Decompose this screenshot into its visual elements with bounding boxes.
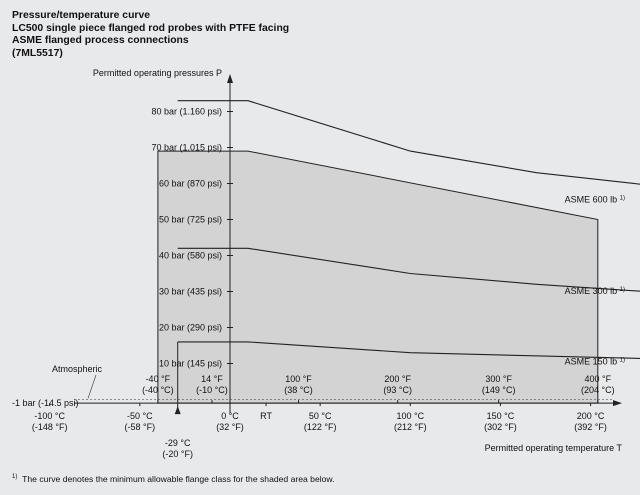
- series-name: ASME 600 lb: [565, 194, 620, 204]
- series-line: [177, 247, 640, 292]
- x-tick-f-sublabel: (-40 °C): [142, 385, 174, 395]
- x-tick-f-sublabel: (-10 °C): [196, 385, 228, 395]
- x-tick-f-label: -40 °F: [146, 374, 171, 384]
- series-footnote-mark: 1): [620, 357, 625, 363]
- x-tick-sublabel: (392 °F): [574, 422, 607, 432]
- chart-title: Pressure/temperature curve LC500 single …: [12, 10, 289, 60]
- series-name: ASME 150 lb: [565, 356, 620, 366]
- rt-label: RT: [260, 411, 272, 421]
- series-name: ASME 300 lb: [565, 286, 620, 296]
- series-footnote-mark: 1): [620, 287, 625, 293]
- min-temp-label: -29 °C: [165, 438, 191, 448]
- x-tick-label: 200 °C: [577, 411, 605, 421]
- x-tick-sublabel: (122 °F): [304, 422, 337, 432]
- title-line: ASME flanged process connections: [12, 35, 189, 46]
- x-tick-label: 0 °C: [221, 411, 239, 421]
- title-line: (7ML5517): [12, 47, 63, 59]
- y-tick-label: 10 bar (145 psi): [159, 359, 222, 369]
- x-tick-sublabel: (-58 °F): [125, 422, 156, 432]
- series-footnote-mark: 1): [620, 195, 625, 201]
- x-tick-sublabel: (32 °F): [216, 422, 244, 432]
- title-line: LC500 single piece flanged rod probes wi…: [12, 22, 290, 34]
- series-label: ASME 300 lb 1): [565, 286, 625, 296]
- footnote: 1) The curve denotes the minimum allowab…: [12, 474, 335, 484]
- series-line: [177, 341, 640, 359]
- y-axis-arrow: [227, 74, 233, 83]
- x-tick-f-label: 400 °F: [584, 374, 611, 384]
- x-tick-f-sublabel: (204 °C): [581, 385, 615, 395]
- title-line: Pressure/temperature curve: [12, 10, 151, 21]
- series-line: [177, 100, 640, 185]
- x-tick-sublabel: (-148 °F): [32, 422, 68, 432]
- y-tick-label: 20 bar (290 psi): [159, 323, 222, 333]
- x-tick-label: -100 °C: [34, 411, 65, 421]
- x-tick-label: 100 °C: [396, 411, 424, 421]
- x-tick-f-label: 300 °F: [485, 374, 512, 384]
- y-tick-label: 50 bar (725 psi): [159, 215, 222, 225]
- y-tick-label: 30 bar (435 psi): [159, 287, 222, 297]
- footnote-mark: 1): [12, 474, 18, 481]
- y-tick-label: 60 bar (870 psi): [159, 179, 222, 189]
- atmospheric-leader: [87, 374, 97, 399]
- x-tick-label: 150 °C: [487, 411, 515, 421]
- x-tick-label: 50 °C: [309, 411, 332, 421]
- x-tick-f-sublabel: (149 °C): [482, 385, 516, 395]
- shaded-area: [157, 150, 599, 404]
- x-tick-sublabel: (212 °F): [394, 422, 427, 432]
- x-axis-arrow: [613, 400, 622, 407]
- x-tick-label: -50 °C: [127, 411, 153, 421]
- x-axis-label: Permitted operating temperature T: [485, 443, 623, 453]
- x-tick-f-label: 14 °F: [201, 374, 223, 384]
- x-tick-f-label: 200 °F: [384, 374, 411, 384]
- x-tick-f-label: 100 °F: [285, 374, 312, 384]
- min-temp-sublabel: (-20 °F): [162, 449, 193, 459]
- atmospheric-label: Atmospheric: [52, 364, 103, 374]
- series-label: ASME 150 lb 1): [565, 356, 625, 366]
- series-label: ASME 600 lb 1): [565, 194, 625, 204]
- y-tick-label: -1 bar (-14.5 psi): [12, 398, 79, 408]
- y-tick-label: 70 bar (1.015 psi): [151, 143, 222, 153]
- x-tick-f-sublabel: (93 °C): [383, 385, 412, 395]
- y-axis-label: Permitted operating pressures P: [93, 68, 222, 78]
- x-tick-f-sublabel: (38 °C): [284, 385, 313, 395]
- y-tick-label: 40 bar (580 psi): [159, 251, 222, 261]
- x-tick-sublabel: (302 °F): [484, 422, 517, 432]
- min-temp-arrow: [174, 406, 181, 415]
- y-tick-label: 80 bar (1.160 psi): [151, 107, 222, 117]
- footnote-text: The curve denotes the minimum allowable …: [22, 474, 335, 484]
